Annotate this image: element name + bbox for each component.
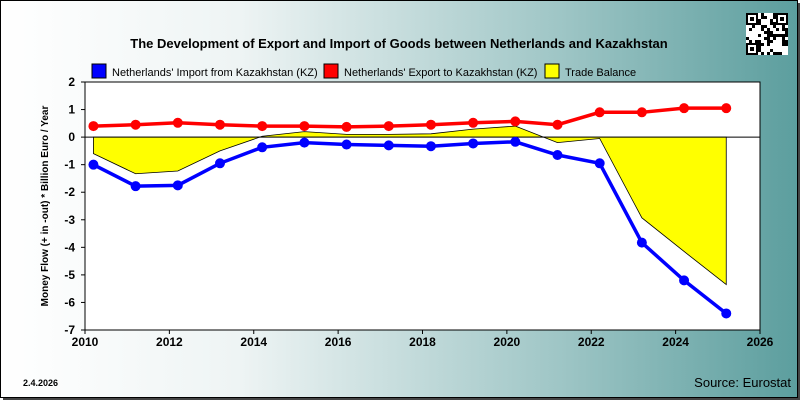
- y-tick-label: 2: [68, 75, 75, 89]
- legend-swatch-balance: [544, 63, 560, 79]
- chart-title: The Development of Export and Import of …: [130, 36, 667, 51]
- import-point: [88, 159, 99, 170]
- export-point: [552, 119, 563, 130]
- x-tick-label: 2018: [409, 335, 436, 349]
- y-tick-label: -4: [64, 240, 75, 254]
- y-tick-label: 0: [68, 130, 75, 144]
- x-tick-label: 2026: [747, 335, 774, 349]
- balance-area-layer: [93, 125, 727, 286]
- export-point: [88, 121, 99, 132]
- export-point: [172, 117, 183, 128]
- export-point: [130, 119, 141, 130]
- date-label: 2.4.2026: [23, 378, 58, 388]
- import-point: [468, 138, 479, 149]
- x-tick-label: 2016: [325, 335, 352, 349]
- legend: Netherlands' Import from Kazakhstan (KZ)…: [91, 63, 636, 79]
- y-tick-label: -1: [64, 158, 75, 172]
- legend-label-import: Netherlands' Import from Kazakhstan (KZ): [112, 67, 318, 79]
- y-tick-label: -2: [64, 185, 75, 199]
- export-point: [299, 121, 310, 132]
- export-point: [425, 119, 436, 130]
- import-point: [341, 139, 352, 150]
- import-point: [510, 136, 521, 147]
- import-point: [425, 141, 436, 152]
- import-point: [636, 237, 647, 248]
- export-point: [721, 103, 732, 114]
- import-point: [172, 180, 183, 191]
- export-line: [93, 106, 727, 129]
- export-point: [383, 121, 394, 132]
- legend-swatch-export: [323, 63, 339, 79]
- x-tick-label: 2014: [240, 335, 267, 349]
- y-tick-label: -5: [64, 268, 75, 282]
- import-point: [383, 140, 394, 151]
- axis-layer: 2010 2012 2014 2016 2018 2020 2022 2024 2026 2 1 0 -…: [64, 75, 773, 349]
- source-label: Source: Eurostat: [694, 375, 791, 390]
- y-tick-label: 1: [68, 103, 75, 117]
- series-layer: [88, 103, 732, 319]
- x-tick-label: 2010: [72, 335, 99, 349]
- export-point: [341, 121, 352, 132]
- y-tick-label: -6: [64, 295, 75, 309]
- import-point: [299, 137, 310, 148]
- import-point: [130, 181, 141, 192]
- y-tick-label: -3: [64, 213, 75, 227]
- export-point: [257, 121, 268, 132]
- y-tick-label: -7: [64, 323, 75, 337]
- legend-label-balance: Trade Balance: [565, 67, 636, 79]
- y-axis-label: Money Flow (+ in -out) * Billion Euro / …: [40, 106, 51, 307]
- import-point: [552, 150, 563, 161]
- export-point: [215, 119, 225, 130]
- export-point: [679, 103, 690, 114]
- x-tick-label: 2022: [578, 335, 605, 349]
- export-point: [468, 117, 479, 128]
- legend-label-export: Netherlands' Export to Kazakhstan (KZ): [344, 67, 537, 79]
- import-point: [679, 275, 690, 286]
- import-point: [215, 158, 225, 169]
- x-tick-label: 2020: [494, 335, 521, 349]
- import-point: [257, 142, 268, 153]
- x-tick-label: 2024: [662, 335, 689, 349]
- trade-balance-area: [93, 125, 727, 286]
- x-tick-label: 2012: [156, 335, 183, 349]
- export-point: [510, 116, 521, 127]
- import-point: [594, 158, 605, 169]
- import-line: [92, 140, 728, 315]
- legend-swatch-import: [91, 63, 107, 79]
- export-point: [594, 107, 605, 118]
- export-point: [636, 107, 647, 118]
- qr-code: [746, 13, 788, 55]
- import-point: [721, 308, 732, 319]
